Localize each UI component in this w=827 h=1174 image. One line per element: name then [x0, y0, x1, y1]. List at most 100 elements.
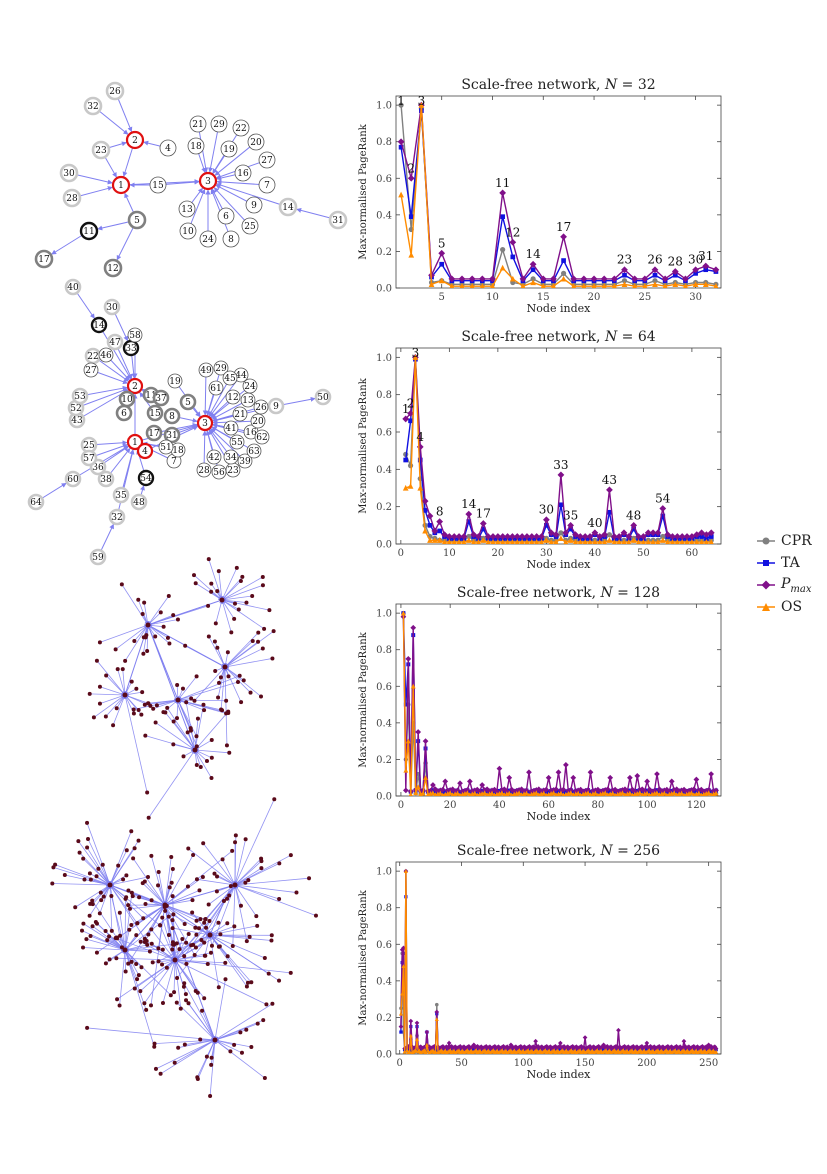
node-label: 10: [182, 227, 194, 237]
node-label: 23: [227, 466, 239, 476]
node: [104, 673, 108, 677]
node: [111, 723, 115, 727]
node: [81, 922, 85, 926]
node: [193, 748, 198, 753]
node: [183, 644, 187, 648]
node: [109, 894, 113, 898]
node: [115, 997, 119, 1001]
node: [186, 884, 190, 888]
node: [210, 756, 214, 760]
node: [245, 984, 249, 988]
node: [208, 1094, 212, 1098]
series-line-p_max: [401, 105, 716, 279]
node: [224, 699, 228, 703]
node: [98, 702, 102, 706]
x-tick-label: 10: [486, 292, 499, 303]
node: [186, 1001, 190, 1005]
y-tick-label: 1.0: [376, 609, 392, 620]
node: [116, 667, 120, 671]
y-tick-label: 0.0: [376, 792, 392, 803]
node: [118, 1004, 122, 1008]
chart-ylabel: Max-normalised PageRank: [358, 377, 369, 513]
point-p_max: [659, 505, 666, 512]
node: [136, 598, 140, 602]
point-p_max: [405, 656, 411, 662]
node-label: 21: [192, 120, 203, 130]
node: [133, 846, 137, 850]
node: [225, 921, 229, 925]
node: [186, 847, 190, 851]
node: [226, 674, 230, 678]
node: [196, 1077, 200, 1081]
node: [104, 961, 108, 965]
node: [130, 960, 134, 964]
node: [137, 839, 141, 843]
x-tick-label: 0: [398, 548, 404, 559]
data-label: 8: [436, 505, 444, 519]
edge: [225, 631, 274, 667]
edge: [122, 584, 148, 625]
node: [137, 895, 141, 899]
point-p_max: [669, 779, 675, 785]
node-label: 37: [155, 394, 167, 404]
node: [237, 607, 241, 611]
node: [134, 962, 138, 966]
node: [162, 625, 166, 629]
node-label: 32: [87, 102, 98, 112]
node: [126, 962, 130, 966]
node: [270, 656, 274, 660]
data-label: 30: [539, 503, 554, 517]
node: [240, 1051, 244, 1055]
x-tick-label: 0: [397, 1058, 403, 1069]
node-label: 25: [244, 222, 256, 232]
node: [182, 954, 186, 958]
node: [135, 977, 139, 981]
node: [151, 960, 155, 964]
data-label: 35: [563, 508, 578, 522]
point-p_max: [583, 1035, 588, 1040]
x-tick-label: 120: [687, 800, 706, 811]
point-p_max: [556, 769, 562, 775]
data-label: 17: [556, 220, 571, 234]
node: [126, 888, 130, 892]
node: [234, 833, 238, 837]
point-p_max: [423, 738, 429, 744]
node: [240, 575, 244, 579]
node: [160, 916, 164, 920]
series-line-cpr: [403, 613, 716, 794]
node: [218, 932, 222, 936]
node: [172, 719, 176, 723]
point-ta: [510, 255, 515, 260]
y-tick-label: 0.8: [376, 390, 392, 401]
node: [186, 730, 190, 734]
node: [134, 933, 138, 937]
x-tick-label: 20: [588, 292, 601, 303]
node-label: 7: [264, 181, 270, 191]
chart-ylabel: Max-normalised PageRank: [358, 631, 369, 767]
chart-title: Scale-free network, N = 128: [457, 585, 660, 601]
plot-area: [402, 354, 714, 545]
node: [148, 704, 152, 708]
chart-xlabel: Node index: [527, 810, 591, 823]
node: [88, 914, 92, 918]
node-label: 2: [132, 136, 138, 146]
node: [216, 921, 220, 925]
point-p_max: [436, 518, 443, 525]
node-label: 46: [100, 351, 112, 361]
node-label: 32: [111, 513, 122, 523]
node: [167, 915, 171, 919]
node: [232, 617, 236, 621]
node: [182, 981, 186, 985]
network-128: [88, 557, 276, 820]
edge: [97, 661, 125, 695]
data-label: 2: [407, 396, 415, 410]
node: [226, 710, 230, 714]
node: [134, 687, 138, 691]
point-p_max: [415, 729, 421, 735]
node: [196, 991, 200, 995]
node: [124, 897, 128, 901]
node-label: 25: [83, 441, 95, 451]
node: [108, 883, 113, 888]
